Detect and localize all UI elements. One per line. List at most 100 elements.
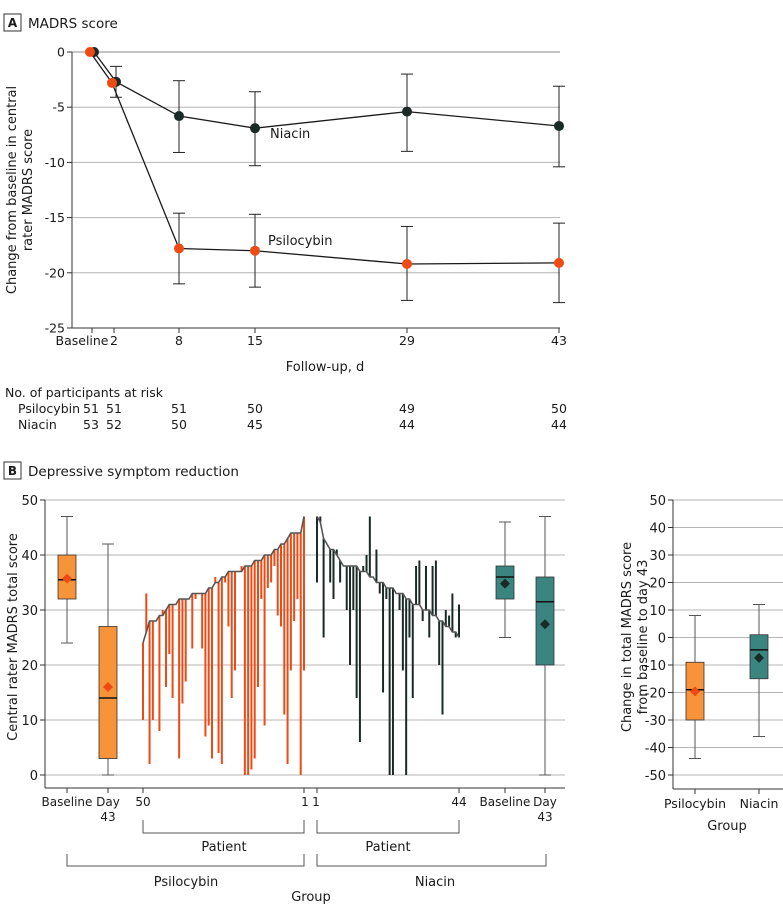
change-panel-ylabel-1: Change in total MADRS score xyxy=(620,542,635,732)
risk-cell: 51 xyxy=(171,401,187,416)
risk-cell: 45 xyxy=(247,417,263,432)
bracket-patient-niacin-label: Patient xyxy=(365,840,410,855)
niacin-point xyxy=(174,111,184,122)
psilocybin-day43-box xyxy=(98,626,118,759)
bracket-group-niacin xyxy=(316,854,547,867)
niacin-point xyxy=(554,120,564,131)
bracket-group-psilocybin xyxy=(66,854,305,867)
y-tick-label: -25 xyxy=(45,321,65,336)
x-tick-label: 8 xyxy=(175,333,183,348)
risk-cell: 51 xyxy=(83,401,99,416)
y-tick-label: 0 xyxy=(30,769,38,784)
y-tick-label: 40 xyxy=(21,549,38,564)
y-tick-label: 20 xyxy=(21,659,38,674)
y-tick-label: -40 xyxy=(645,742,666,757)
psilocybin-point xyxy=(554,257,564,268)
risk-cell: 49 xyxy=(399,401,415,416)
bracket-group-psilocybin-label: Psilocybin xyxy=(154,875,219,890)
bracket-patient-psilocybin-label: Patient xyxy=(201,840,246,855)
change-panel-plot: 50 40 30 20 10 0 -10 -20 -30 -40 -50 xyxy=(645,494,783,794)
y-tick-label: 30 xyxy=(21,604,38,619)
xtick-patient-nia-start: 1 xyxy=(312,795,320,809)
change-xtick-niacin: Niacin xyxy=(740,796,779,811)
panel-b-plot: 0 10 20 30 40 50 xyxy=(21,494,565,793)
risk-cell: 52 xyxy=(106,417,122,432)
y-tick-label: 30 xyxy=(649,549,666,564)
x-tick-label: 29 xyxy=(399,333,415,348)
bracket-patient-niacin xyxy=(316,820,460,834)
psilocybin-point xyxy=(250,245,260,256)
change-xtick-psilocybin: Psilocybin xyxy=(664,796,726,811)
risk-cell: 50 xyxy=(171,417,187,432)
psilocybin-baseline-mean-marker xyxy=(62,573,72,584)
niacin-baseline-mean-marker xyxy=(500,578,510,589)
panel-b-letter-box xyxy=(3,461,22,480)
niacin-point xyxy=(250,123,260,134)
change-panel-xlabel: Group xyxy=(707,819,747,834)
y-tick-label: -20 xyxy=(45,265,65,280)
psilocybin-point xyxy=(402,258,412,269)
y-tick-label: 50 xyxy=(649,494,666,509)
y-tick-label: 50 xyxy=(21,494,38,509)
xtick-day43-psilocybin-1: Day xyxy=(96,795,120,809)
y-tick-label: -20 xyxy=(645,687,666,702)
panel-a-ylabel-2: rater MADRS score xyxy=(21,129,36,251)
xtick-patient-psi-start: 50 xyxy=(135,795,150,809)
y-tick-label: 0 xyxy=(57,45,65,60)
risk-cell: 44 xyxy=(399,417,415,432)
y-tick-label: -10 xyxy=(645,659,666,674)
y-tick-label: -5 xyxy=(53,100,65,115)
change-panel-ylabel-2: from baseline to day 43 xyxy=(636,560,651,715)
psilocybin-baseline-trace xyxy=(142,516,305,644)
niacin-baseline-trace xyxy=(316,516,460,638)
panel-a-ylabel-1: Change from baseline in central xyxy=(5,86,20,294)
xtick-patient-psi-end: 1 xyxy=(301,795,309,809)
panel-b-letter: B xyxy=(8,464,17,478)
risk-cell: 50 xyxy=(551,401,567,416)
y-tick-label: 40 xyxy=(649,522,666,537)
psilocybin-point xyxy=(174,243,184,254)
x-tick-label: Baseline xyxy=(56,333,109,348)
xtick-baseline-niacin: Baseline xyxy=(480,795,531,809)
psilocybin-series-label: Psilocybin xyxy=(268,234,333,249)
risk-row-label-psilocybin: Psilocybin xyxy=(18,401,80,416)
niacin-day43-mean-marker xyxy=(540,619,550,630)
y-tick-label: -30 xyxy=(645,714,666,729)
bracket-patient-psilocybin xyxy=(142,820,305,834)
y-tick-label: 0 xyxy=(658,632,666,647)
psilocybin-point xyxy=(85,47,95,57)
niacin-series-label: Niacin xyxy=(270,127,310,142)
panel-a-letter: A xyxy=(8,16,18,30)
change-psilocybin-mean-marker xyxy=(690,686,700,697)
panel-b-title: Depressive symptom reduction xyxy=(28,464,239,480)
niacin-point xyxy=(402,106,412,117)
change-niacin-mean-marker xyxy=(754,652,764,663)
psilocybin-line xyxy=(89,51,560,265)
y-tick-label: -10 xyxy=(45,155,65,170)
x-tick-label: 43 xyxy=(551,333,567,348)
xtick-patient-nia-end: 44 xyxy=(451,795,466,809)
bracket-group-niacin-label: Niacin xyxy=(415,875,455,890)
risk-cell: 50 xyxy=(247,401,263,416)
y-tick-label: 20 xyxy=(649,577,666,592)
risk-row-label-niacin: Niacin xyxy=(18,417,57,432)
y-tick-label: -50 xyxy=(645,769,666,784)
xtick-day43-niacin-2: 43 xyxy=(537,810,552,824)
panel-a-xlabel: Follow-up, d xyxy=(286,360,364,375)
panel-a-letter-box xyxy=(3,13,22,32)
panel-b-xlabel: Group xyxy=(291,890,331,905)
xtick-day43-psilocybin-2: 43 xyxy=(100,810,115,824)
xtick-day43-niacin-1: Day xyxy=(533,795,557,809)
psilocybin-point xyxy=(107,77,117,88)
xtick-baseline-psilocybin: Baseline xyxy=(42,795,93,809)
psilocybin-day43-mean-marker xyxy=(103,682,113,692)
panel-a-title: MADRS score xyxy=(28,16,118,32)
risk-cell: 44 xyxy=(551,417,567,432)
x-tick-label: 15 xyxy=(247,333,263,348)
risk-table-title: No. of participants at risk xyxy=(5,385,164,400)
y-tick-label: -15 xyxy=(45,210,65,225)
niacin-line xyxy=(93,51,560,129)
